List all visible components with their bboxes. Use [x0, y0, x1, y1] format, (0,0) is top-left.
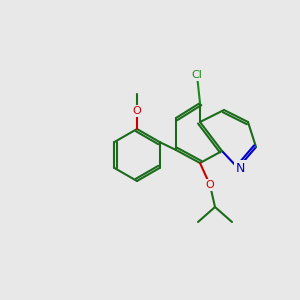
Text: Cl: Cl	[192, 70, 203, 80]
Text: N: N	[235, 161, 245, 175]
Text: O: O	[133, 106, 141, 116]
Text: O: O	[206, 180, 214, 190]
